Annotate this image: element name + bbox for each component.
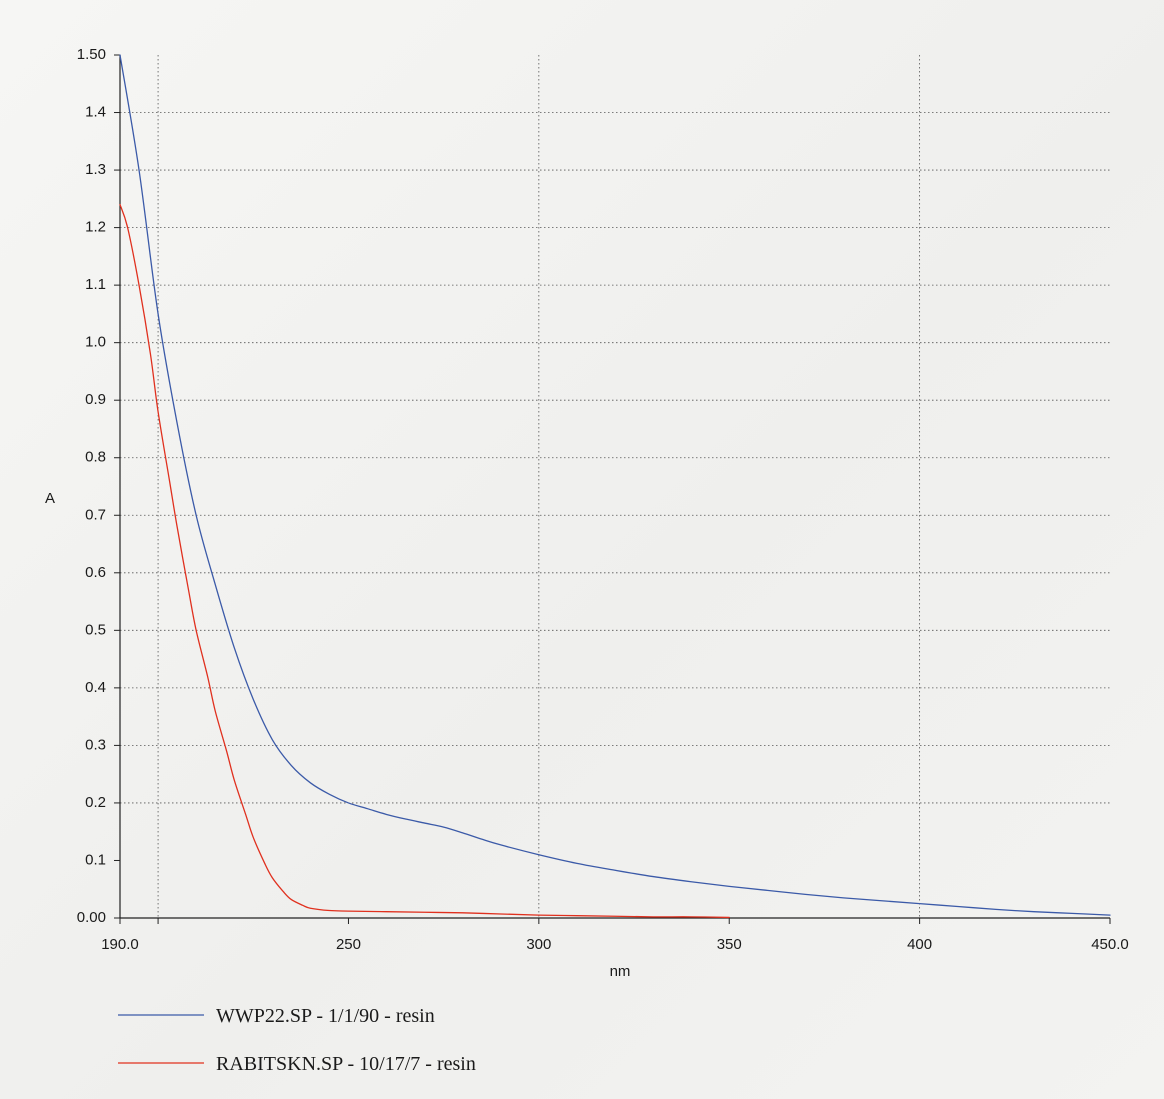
x-tick-label-4: 350 [717,936,742,953]
y-tick-label-4: 0.4 [85,679,106,696]
y-tick-label-0: 0.00 [77,909,106,926]
axes [119,55,1110,919]
series-line-2 [119,203,730,919]
y-axis-title: A [45,490,55,507]
y-tick-label-7: 0.7 [85,506,106,523]
x-tick-label-5: 400 [907,936,932,953]
tick-marks [114,54,1111,924]
data-series [119,54,1111,919]
tick-labels: 0.00 0.1 0.2 0.3 0.4 0.5 0.6 0.7 0.8 0.9 1.0 1.1 1.2… [77,46,1129,953]
y-tick-label-9: 0.9 [85,391,106,408]
x-tick-label-2: 250 [336,936,361,953]
y-tick-label-3: 0.3 [85,736,106,753]
y-tick-label-14: 1.4 [85,104,106,121]
x-tick-label-0: 190.0 [101,936,139,953]
series-line-1 [119,54,1111,916]
legend-label-series-1: WWP22.SP - 1/1/90 - resin [216,1005,435,1027]
y-tick-label-6: 0.6 [85,564,106,581]
y-tick-label-5: 0.5 [85,621,106,638]
x-tick-label-3: 300 [526,936,551,953]
y-tick-label-13: 1.3 [85,161,106,178]
y-tick-label-15: 1.50 [77,46,106,63]
y-tick-label-2: 0.2 [85,794,106,811]
grid-lines [120,55,1110,918]
y-tick-label-8: 0.8 [85,449,106,466]
x-axis-title: nm [610,963,631,980]
y-tick-label-11: 1.1 [85,276,106,293]
legend: WWP22.SP - 1/1/90 - resin RABITSKN.SP - … [118,1005,476,1075]
x-tick-label-6: 450.0 [1091,936,1129,953]
y-tick-label-1: 0.1 [85,851,106,868]
y-tick-label-12: 1.2 [85,219,106,236]
y-tick-label-10: 1.0 [85,334,106,351]
legend-label-series-2: RABITSKN.SP - 10/17/7 - resin [216,1053,476,1075]
